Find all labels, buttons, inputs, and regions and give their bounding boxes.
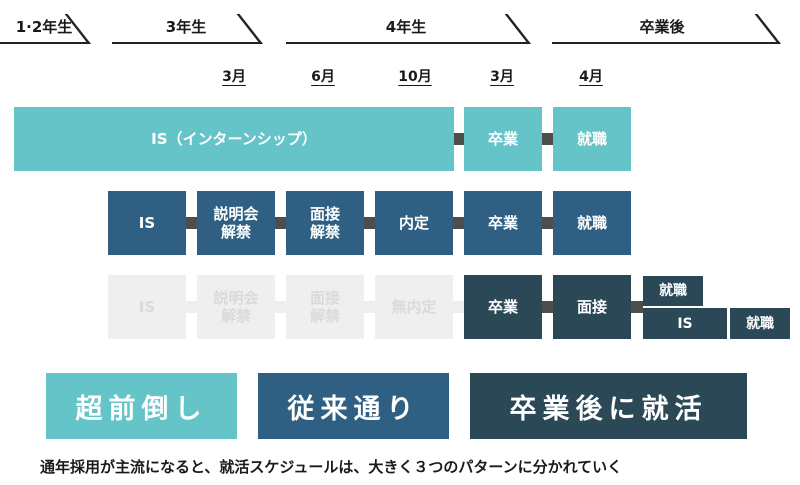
caption-text: 通年採用が主流になると、就活スケジュールは、大きく３つのパターンに分かれていく [40,458,623,476]
row2-internship-box: IS [108,191,186,255]
connector [186,301,197,313]
month-label: 10月 [398,69,432,85]
month-label: 6月 [311,69,335,85]
row3-internship2-box: IS [643,308,727,339]
connector [275,301,286,313]
connector [453,217,464,229]
row2-employment-box: 就職 [553,191,631,255]
row2-interview-box: 面接 解禁 [286,191,364,255]
row3-interview-box: 面接 解禁 [286,275,364,339]
connector [364,217,375,229]
connector [364,301,375,313]
connector [542,301,553,313]
row3-internship-box: IS [108,275,186,339]
month-label: 3月 [222,69,246,85]
connector [275,217,286,229]
pattern-early-label: 超前倒し [46,373,237,439]
row1-graduation-box: 卒業 [464,107,542,171]
row2-graduation-box: 卒業 [464,191,542,255]
connector [186,217,197,229]
phase-year4-line [286,42,530,44]
phase-year3-line [112,42,262,44]
connector [542,217,553,229]
row2-info-session-box: 説明会 解禁 [197,191,275,255]
phase-after-graduation: 卒業後 [639,18,685,36]
phase-year12-line [0,42,90,44]
row3-interview2-box: 面接 [553,275,631,339]
month-label: 3月 [490,69,514,85]
row3-employment-box: 就職 [643,276,703,306]
row2-offer-box: 内定 [375,191,453,255]
row3-no-offer-box: 無内定 [375,275,453,339]
row1-employment-box: 就職 [553,107,631,171]
row3-graduation-box: 卒業 [464,275,542,339]
row1-internship-box: IS（インターンシップ） [14,107,454,171]
phase-year3: 3年生 [165,18,207,36]
row3-info-session-box: 説明会 解禁 [197,275,275,339]
phase-year4: 4年生 [385,18,427,36]
phase-year12: 1·2年生 [15,18,73,36]
phase-after-line [552,42,780,44]
connector [454,133,464,145]
row3-employment2-box: 就職 [730,308,790,339]
connector [542,133,553,145]
connector [453,301,464,313]
pattern-post-graduation-label: 卒業後に就活 [470,373,747,439]
month-label: 4月 [579,69,603,85]
pattern-conventional-label: 従来通り [258,373,449,439]
connector [631,301,643,313]
